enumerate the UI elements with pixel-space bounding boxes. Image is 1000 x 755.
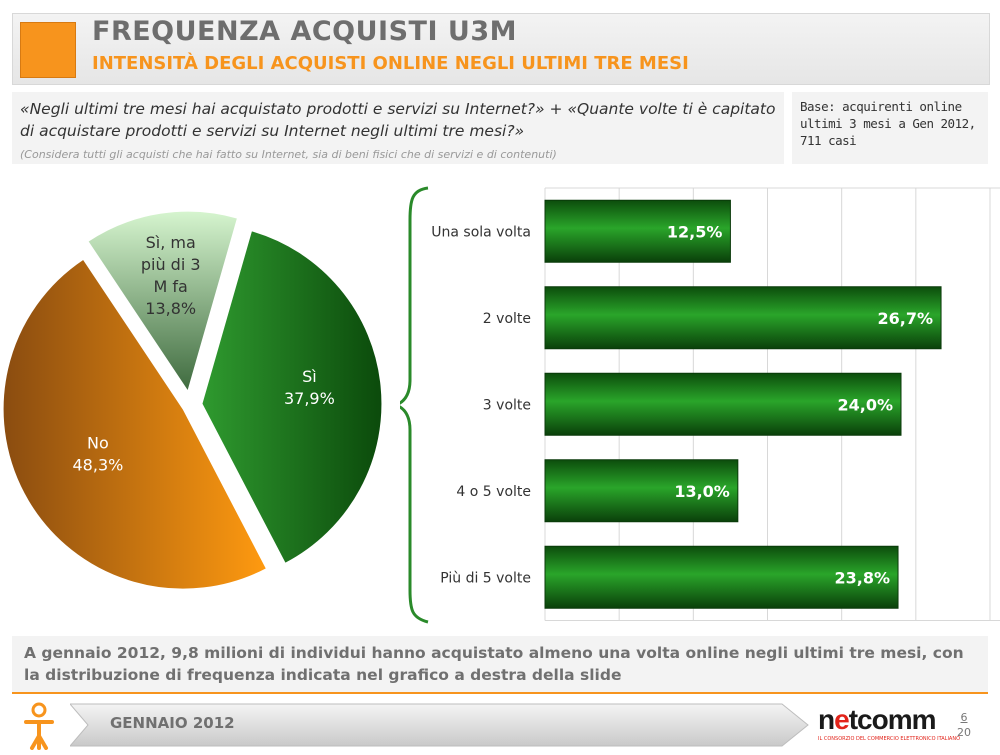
base-box: [792, 92, 988, 164]
footer-note: A gennaio 2012, 9,8 milioni di individui…: [24, 644, 964, 684]
person-logo-icon: [24, 702, 54, 750]
bar-chart: Una sola volta 2 volte 3 volte 4 o 5 volte P…: [400, 186, 1000, 624]
data-label: 26,7%: [878, 309, 934, 328]
category-label: Una sola volta: [431, 224, 531, 240]
bar: [544, 372, 902, 436]
footer-date: GENNAIO 2012: [110, 714, 235, 732]
pie-slice: [201, 230, 383, 565]
pie-label: No 48,3%: [73, 433, 124, 474]
page-number: 6 20: [954, 710, 974, 740]
category-label: Più di 5 volte: [440, 570, 531, 586]
netcomm-logo: netcomm: [818, 704, 936, 735]
data-label: 24,0%: [837, 395, 893, 414]
sample-base: Base: acquirenti online ultimi 3 mesi a …: [800, 99, 976, 148]
data-label: 12,5%: [667, 222, 723, 241]
category-label: 4 o 5 volte: [456, 484, 531, 500]
footer-arrow-bar: [70, 703, 809, 747]
bar: [544, 199, 731, 263]
pie-label: Sì 37,9%: [284, 367, 335, 408]
pie-slice: [87, 210, 239, 393]
brace: [400, 186, 429, 624]
survey-question-note: (Considera tutti gli acquisti che hai fa…: [20, 148, 557, 161]
logo-tagline: IL CONSORZIO DEL COMMERCIO ELETTRONICO I…: [818, 736, 961, 742]
pie-slice: [2, 258, 268, 590]
data-label: 23,8%: [835, 568, 891, 587]
page-total: 20: [957, 726, 971, 739]
page-title: FREQUENZA ACQUISTI U3M: [92, 16, 517, 47]
question-box: [12, 92, 784, 164]
category-label: 2 volte: [483, 311, 531, 327]
bar: [544, 545, 899, 609]
data-label: 13,0%: [674, 482, 730, 501]
bar: [544, 459, 739, 523]
page-subtitle: INTENSITÀ DEGLI ACQUISTI ONLINE NEGLI UL…: [92, 53, 689, 74]
category-label: 3 volte: [483, 397, 531, 413]
survey-question: «Negli ultimi tre mesi hai acquistato pr…: [20, 100, 776, 140]
page-current: 6: [960, 711, 968, 724]
title-bar: [12, 13, 990, 85]
title-accent-square: [20, 22, 76, 78]
footer-note-box: [12, 636, 988, 694]
bar: [544, 286, 942, 350]
